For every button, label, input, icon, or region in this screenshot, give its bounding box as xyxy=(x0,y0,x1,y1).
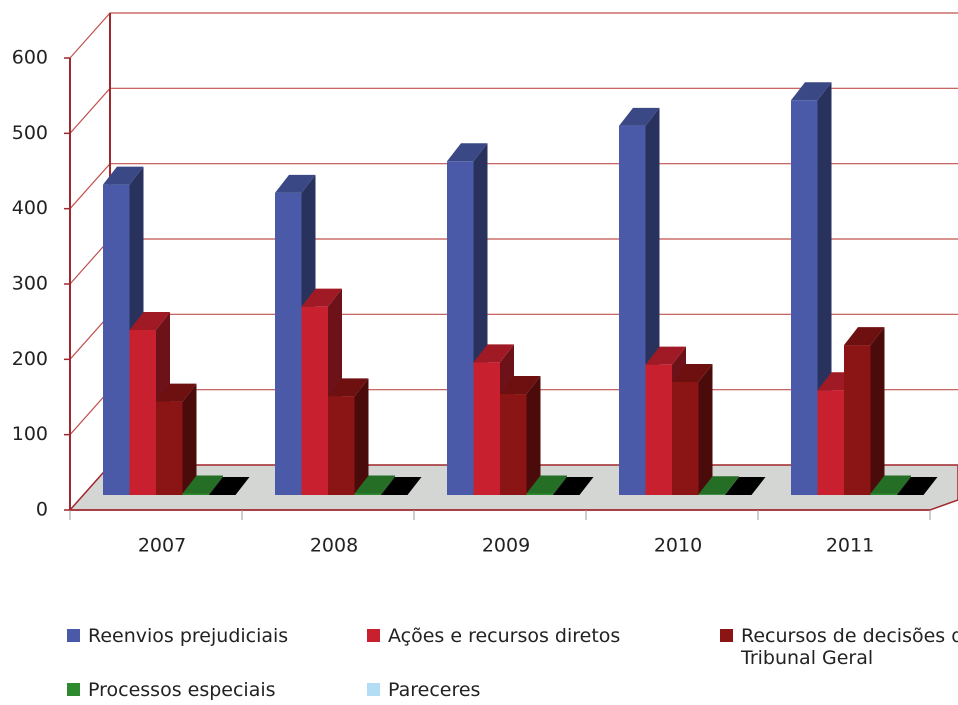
bar xyxy=(182,493,209,495)
bar xyxy=(129,330,156,495)
bar xyxy=(844,345,871,495)
bar-side xyxy=(870,327,885,495)
bar-top xyxy=(354,475,395,494)
bar-side xyxy=(354,378,369,495)
bar xyxy=(156,401,183,495)
bar-top xyxy=(645,346,686,365)
y-tick-label: 0 xyxy=(36,499,48,521)
legend-swatch xyxy=(720,629,733,642)
bar-side xyxy=(209,475,223,495)
bar xyxy=(275,192,302,495)
bar-top xyxy=(619,107,660,126)
legend-label: Pareceres xyxy=(388,679,481,701)
legend-label: Ações e recursos diretos xyxy=(388,625,621,647)
bar-top xyxy=(156,383,197,402)
bar-top xyxy=(182,475,223,494)
bar-top xyxy=(791,82,832,101)
y-tick-label: 300 xyxy=(12,273,48,295)
bar-top xyxy=(698,476,739,495)
legend-swatch xyxy=(67,683,80,696)
bar-top xyxy=(381,477,422,495)
bar-side xyxy=(725,476,739,495)
bar-top xyxy=(129,312,170,331)
bar xyxy=(328,396,355,495)
bar xyxy=(526,493,553,495)
bar-side xyxy=(182,383,197,495)
bar xyxy=(619,125,646,495)
bar xyxy=(817,390,844,495)
y-tick-label: 200 xyxy=(12,348,48,370)
bar xyxy=(791,100,818,496)
bar-top xyxy=(209,477,250,495)
bar-top xyxy=(844,327,885,346)
legend-swatch xyxy=(67,629,80,642)
bar-top xyxy=(328,378,369,397)
bar-top xyxy=(500,376,541,395)
legend-item: Recursos de decisões do Tribunal Geral xyxy=(720,625,958,669)
bar xyxy=(645,364,672,495)
bar-top xyxy=(897,477,938,495)
bar xyxy=(354,493,381,495)
x-tick-label: 2010 xyxy=(654,535,702,557)
bar xyxy=(103,184,130,496)
bar-top xyxy=(553,477,594,495)
bar-side xyxy=(381,475,395,495)
x-tick-label: 2011 xyxy=(826,535,874,557)
legend-item: Ações e recursos diretos xyxy=(367,625,620,647)
bar-top xyxy=(473,344,514,363)
legend-label: Processos especiais xyxy=(88,679,276,701)
bar-top xyxy=(870,475,911,494)
y-tick-label: 500 xyxy=(12,122,48,144)
bar xyxy=(870,493,897,495)
bar-side xyxy=(553,475,567,495)
x-tick-label: 2009 xyxy=(482,535,530,557)
legend-label: Recursos de decisões do Tribunal Geral xyxy=(741,625,958,669)
legend-item: Processos especiais xyxy=(67,679,276,701)
legend-swatch xyxy=(367,629,380,642)
legend-item: Reenvios prejudiciais xyxy=(67,625,288,647)
bar-top xyxy=(447,143,488,162)
y-tick-label: 100 xyxy=(12,423,48,445)
bar xyxy=(473,362,500,495)
bar xyxy=(447,161,474,496)
bar xyxy=(301,306,328,495)
x-tick-label: 2007 xyxy=(138,535,186,557)
y-tick-label: 400 xyxy=(12,197,48,219)
bar-side xyxy=(698,364,713,495)
y-tick-label: 600 xyxy=(12,47,48,69)
legend-item: Pareceres xyxy=(367,679,480,701)
bar xyxy=(672,382,699,495)
bar-top xyxy=(672,364,713,382)
x-tick-label: 2008 xyxy=(310,535,358,557)
bar-top xyxy=(725,477,766,495)
bar xyxy=(500,394,527,495)
bar-top xyxy=(275,174,316,193)
bar-top xyxy=(103,166,144,185)
bar-top xyxy=(526,475,567,494)
bar-top xyxy=(301,288,342,307)
bar-side xyxy=(526,376,541,495)
legend-swatch xyxy=(367,683,380,696)
bar-side xyxy=(897,475,911,495)
legend-label: Reenvios prejudiciais xyxy=(88,625,289,647)
bar xyxy=(698,494,725,495)
